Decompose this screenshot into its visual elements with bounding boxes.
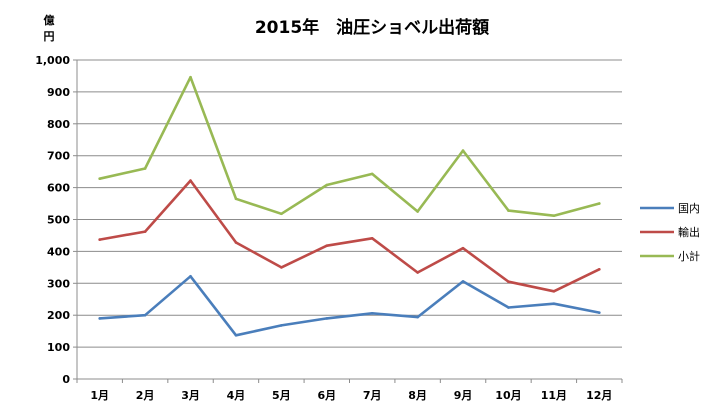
data-point	[234, 241, 238, 244]
x-tick-label: 5月	[272, 389, 291, 402]
data-point	[325, 317, 329, 320]
x-tick-label: 6月	[317, 389, 336, 402]
grid-layer	[73, 59, 623, 383]
data-point	[507, 306, 510, 309]
data-point	[234, 197, 238, 201]
data-point	[416, 210, 419, 213]
data-point	[552, 214, 556, 217]
x-tick-label: 2月	[136, 389, 155, 402]
data-point	[552, 289, 556, 293]
data-point	[189, 179, 192, 182]
x-tick-label: 7月	[363, 389, 382, 402]
data-point	[189, 274, 192, 278]
data-point	[370, 311, 374, 315]
data-point	[143, 167, 147, 170]
series-line-小計	[98, 75, 601, 217]
x-tick-label: 4月	[227, 389, 246, 402]
x-tick-label: 12月	[586, 389, 612, 402]
y-tick-label: 900	[47, 86, 70, 99]
y-tick-label: 1,000	[35, 54, 70, 67]
data-point	[416, 315, 419, 319]
y-tick-label: 700	[47, 150, 70, 163]
data-point	[597, 267, 601, 271]
data-point	[280, 212, 283, 216]
data-point	[461, 149, 465, 152]
series-layer	[98, 75, 601, 337]
y-unit-label-1: 億	[44, 13, 55, 27]
legend-label: 輸出	[678, 225, 700, 239]
x-tick-label: 11月	[541, 389, 567, 402]
data-point	[461, 246, 465, 250]
x-tick-label: 9月	[454, 389, 473, 402]
data-point	[597, 311, 601, 314]
data-point	[507, 280, 510, 284]
data-point	[189, 75, 192, 79]
data-point	[370, 237, 374, 240]
data-point	[370, 172, 374, 176]
y-tick-label: 200	[47, 309, 70, 322]
y-tick-label: 400	[47, 245, 70, 258]
data-point	[416, 271, 419, 274]
data-point	[325, 244, 329, 247]
y-tick-label: 800	[47, 118, 70, 131]
tick-layer: 0 100 200 300 400 500 600 700 800 900 1,000 1月 2月 3月 4…	[35, 54, 612, 402]
data-point	[461, 280, 465, 283]
y-tick-label: 0	[62, 373, 70, 386]
y-tick-label: 300	[47, 277, 70, 290]
series-line-輸出	[98, 179, 601, 293]
data-point	[552, 302, 556, 306]
y-unit-label-2: 円	[44, 30, 55, 43]
y-tick-label: 100	[47, 341, 70, 354]
data-point	[143, 313, 147, 317]
data-point	[143, 230, 147, 233]
data-point	[98, 177, 102, 180]
y-tick-label: 500	[47, 214, 70, 227]
data-point	[280, 266, 283, 269]
x-tick-label: 1月	[90, 389, 109, 402]
data-point	[234, 333, 238, 337]
x-tick-label: 8月	[408, 389, 427, 402]
data-point	[280, 324, 283, 327]
data-point	[98, 238, 102, 241]
data-point	[507, 209, 510, 212]
data-point	[325, 183, 329, 187]
chart-title: 2015年 油圧ショベル出荷額	[255, 17, 489, 38]
legend-label: 小計	[678, 249, 700, 263]
x-tick-label: 3月	[181, 389, 200, 402]
data-point	[597, 202, 601, 205]
series-line-国内	[98, 274, 601, 337]
legend-label: 国内	[678, 201, 700, 215]
data-point	[98, 317, 102, 320]
x-tick-label: 10月	[495, 389, 521, 402]
y-tick-label: 600	[47, 182, 70, 195]
